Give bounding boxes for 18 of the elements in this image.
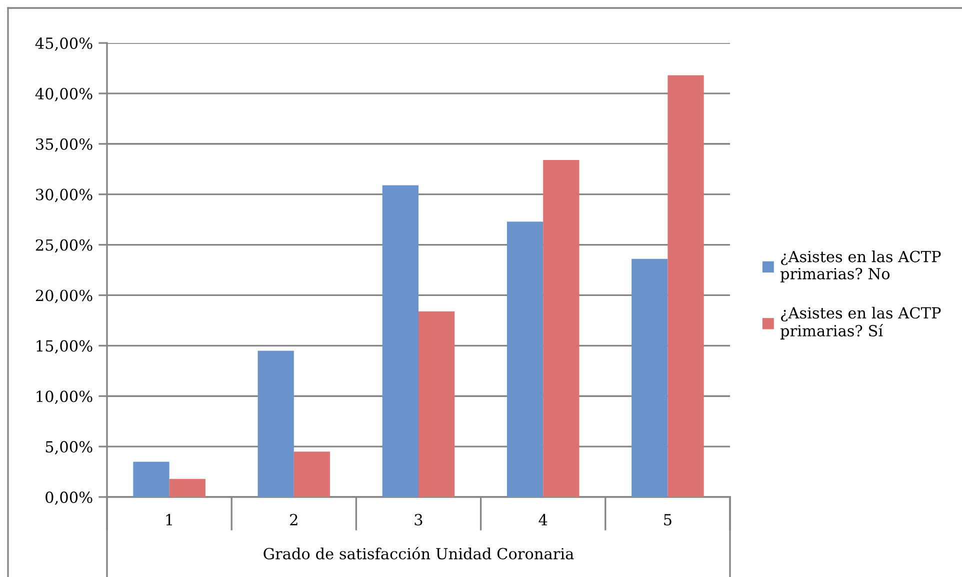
y-tick-label: 45,00% xyxy=(35,37,92,51)
y-tick-label: 0,00% xyxy=(46,491,92,505)
y-tick-label: 40,00% xyxy=(35,88,92,102)
y-tick-label: 15,00% xyxy=(36,340,92,354)
x-axis-title: Grado de satisfacción Unidad Coronaria xyxy=(264,546,574,560)
x-tick-label: 4 xyxy=(538,514,548,526)
y-tick-label: 25,00% xyxy=(36,239,92,253)
y-tick-label: 30,00% xyxy=(36,188,92,202)
x-tick-label: 5 xyxy=(664,514,672,526)
y-tick-label: 20,00% xyxy=(36,290,92,304)
x-tick-label: 1 xyxy=(166,514,172,526)
y-tick-label: 10,00% xyxy=(36,390,92,404)
legend-label: ¿Asistes en las ACTP primarias? Sí xyxy=(780,306,941,340)
x-tick-label: 2 xyxy=(290,514,298,526)
y-tick-label: 35,00% xyxy=(36,138,92,152)
x-tick-label: 3 xyxy=(414,514,422,526)
y-tick-label: 5,00% xyxy=(46,441,92,454)
legend-label: ¿Asistes en las ACTP primarias? No xyxy=(780,250,941,282)
